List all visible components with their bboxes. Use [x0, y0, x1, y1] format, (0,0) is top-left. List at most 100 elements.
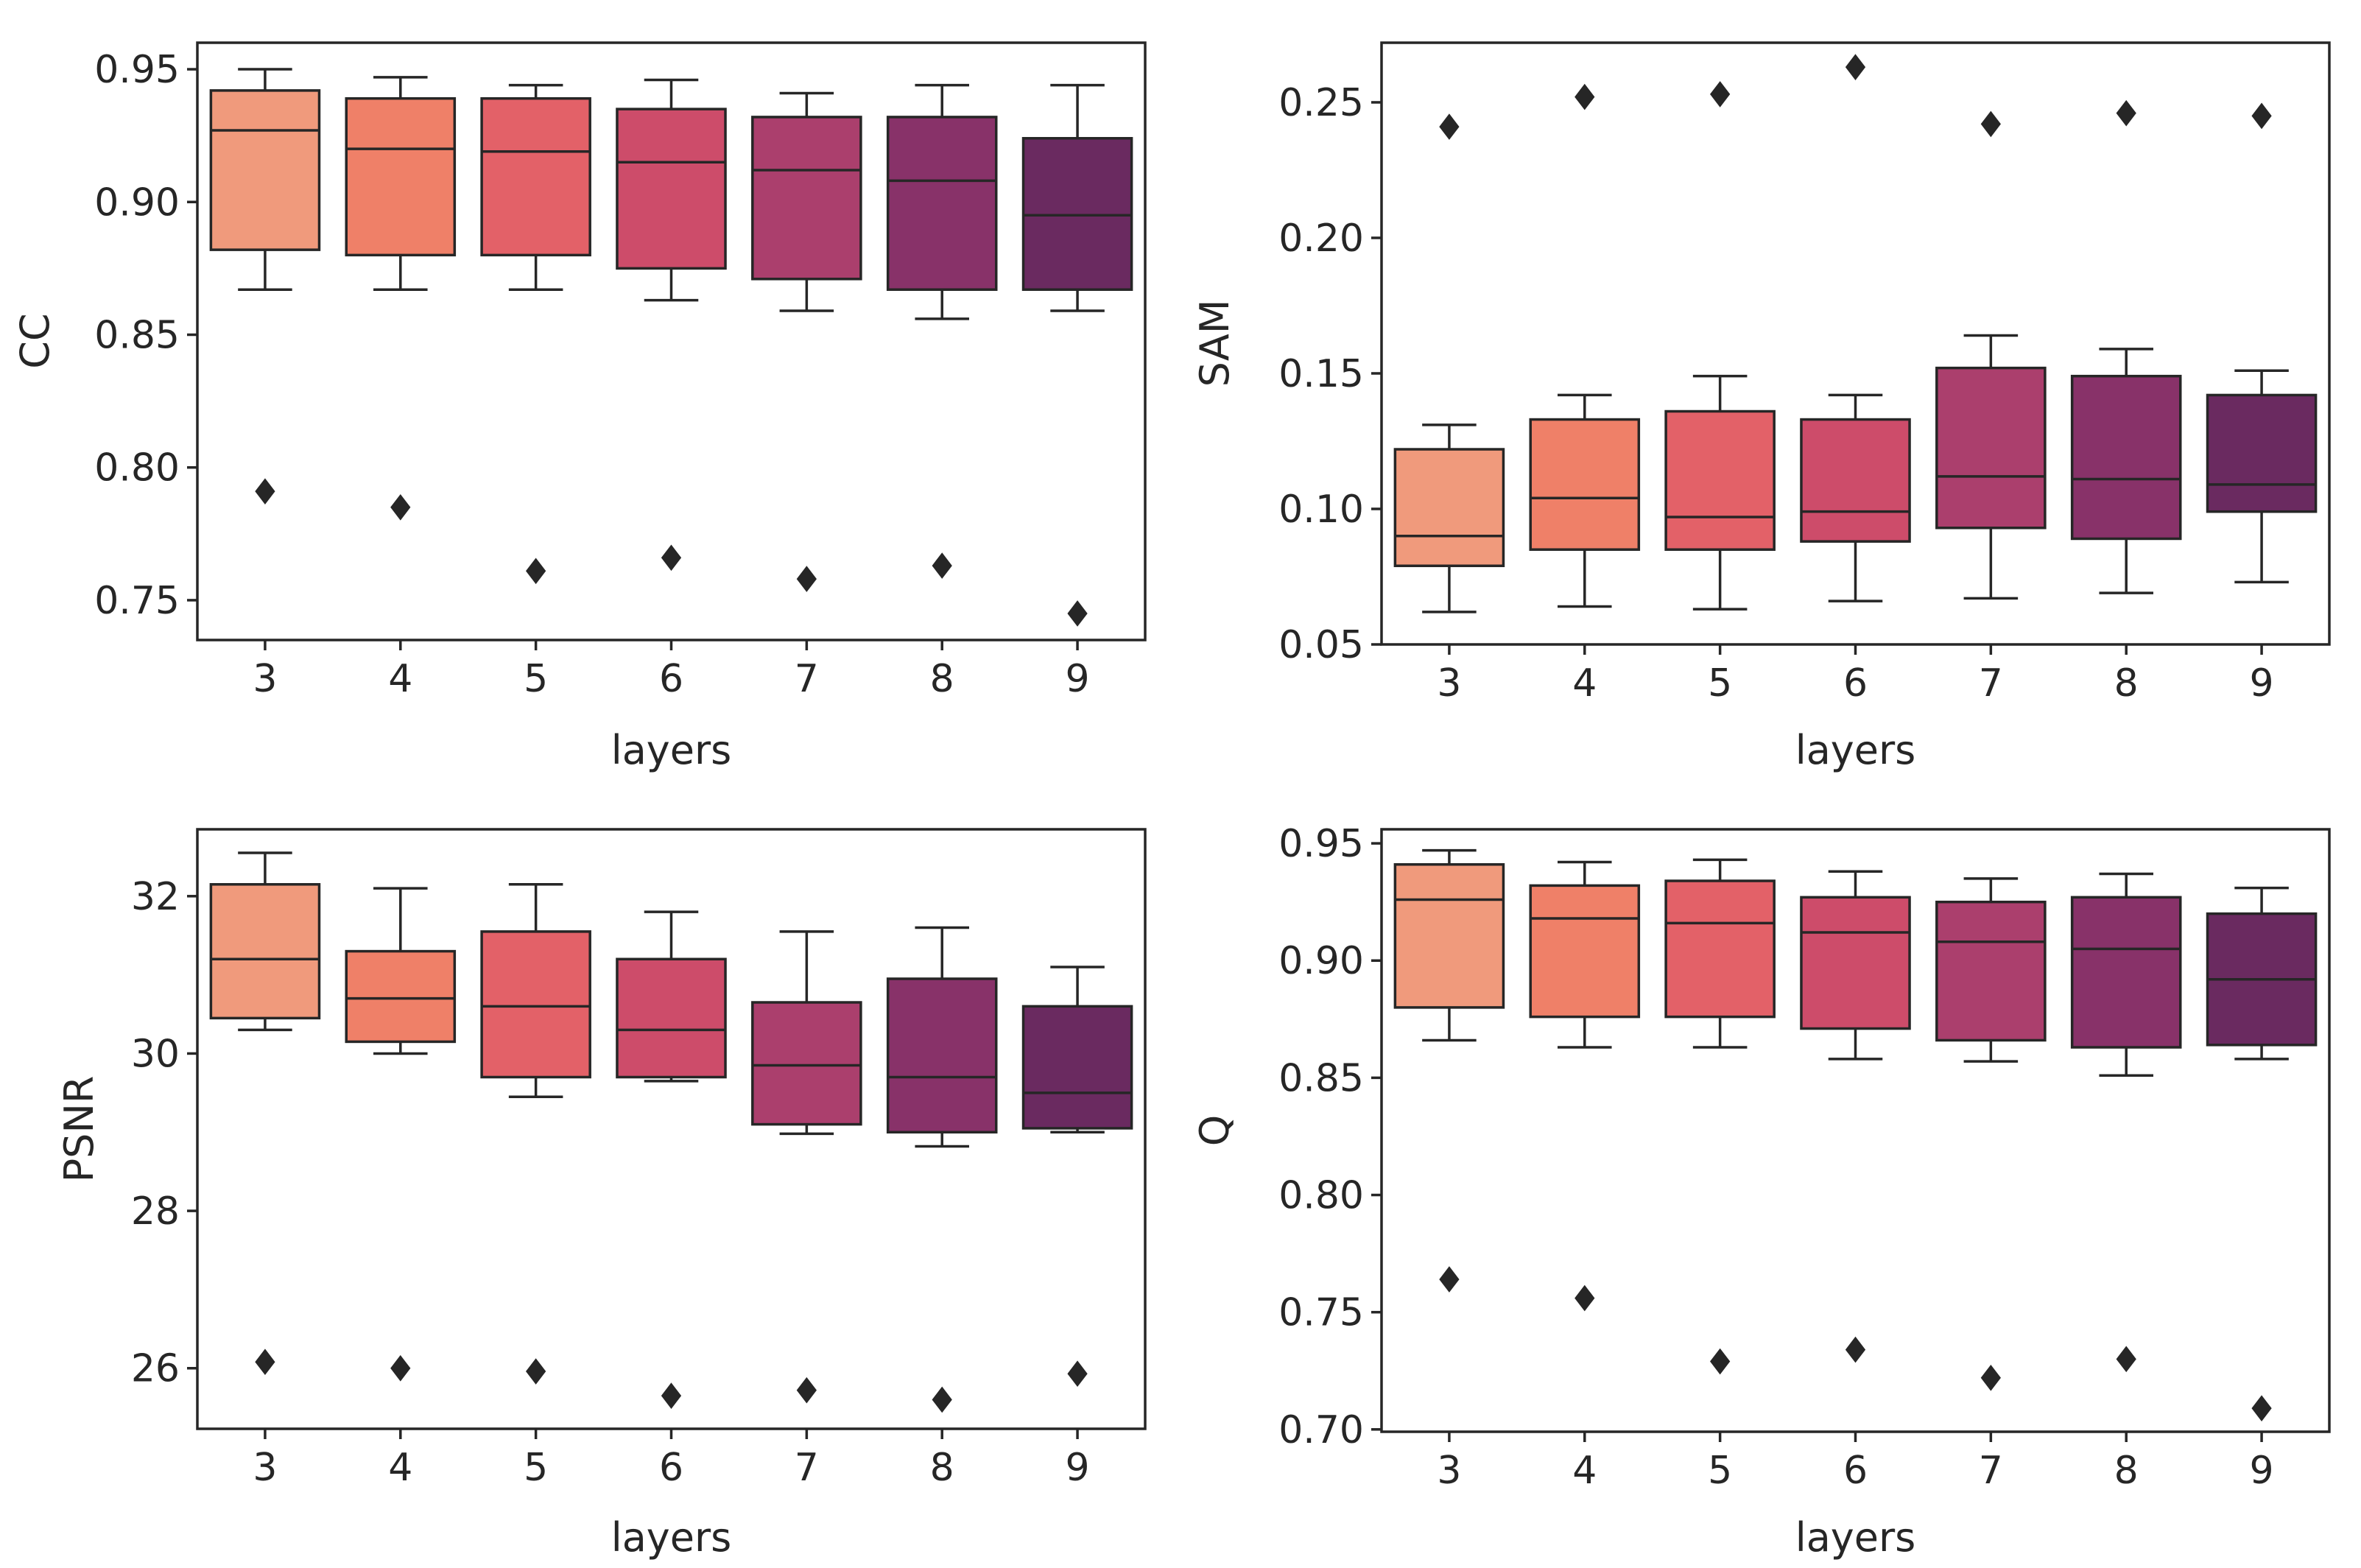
- box-group-q-3: [1393, 848, 1505, 1293]
- xtick-label-cc: 4: [388, 657, 412, 701]
- ytick-label-cc: 0.95: [94, 48, 180, 92]
- frame-q: [1380, 828, 2331, 1433]
- box: [1935, 366, 2047, 530]
- xtick-label-sam: 4: [1572, 661, 1597, 706]
- box: [1529, 884, 1641, 1019]
- ylabel-psnr: PSNR: [56, 1076, 102, 1183]
- panel-sam: 0.05 0.10 0.15 0.20 0.25 3 4 5 6 7 8 9 layers SAM: [1192, 41, 2331, 773]
- box-group-cc-4: [345, 76, 457, 521]
- xtick-label-psnr: 9: [1066, 1446, 1090, 1490]
- xtick-label-q: 6: [1843, 1449, 1868, 1493]
- ytick-label-sam: 0.15: [1278, 352, 1364, 396]
- frame-cc: [196, 41, 1147, 641]
- outlier-marker: [661, 544, 682, 572]
- xtick-label-psnr: 3: [253, 1446, 277, 1490]
- xlabel-q: layers: [1795, 1514, 1916, 1561]
- box-group-cc-7: [751, 91, 862, 592]
- xtick-label-q: 5: [1708, 1449, 1732, 1493]
- outlier-marker: [390, 493, 411, 521]
- xtick-label-psnr: 8: [930, 1446, 954, 1490]
- box: [616, 108, 727, 270]
- ytick-label-psnr: 28: [131, 1189, 180, 1234]
- box: [1664, 879, 1776, 1019]
- ytick-label-sam: 0.10: [1278, 488, 1364, 532]
- box: [2070, 896, 2182, 1049]
- box: [751, 1001, 862, 1126]
- box: [886, 116, 998, 291]
- outlier-marker: [796, 566, 817, 592]
- marks-q: [1393, 848, 2318, 1421]
- box-group-psnr-7: [751, 930, 862, 1404]
- box-group-psnr-6: [616, 910, 727, 1409]
- frame-sam: [1380, 41, 2331, 646]
- xtick-label-psnr: 5: [524, 1446, 548, 1490]
- outlier-marker: [1845, 1336, 1866, 1363]
- box-group-sam-5: [1664, 81, 1776, 611]
- outlier-marker: [2251, 102, 2272, 130]
- box-group-q-4: [1529, 860, 1641, 1312]
- ytick-label-psnr: 32: [131, 875, 180, 919]
- panel-cc: 0.75 0.80 0.85 0.90 0.95 3 4 5 6 7 8 9 layers CC: [12, 41, 1147, 773]
- xlabel-sam: layers: [1795, 727, 1916, 773]
- xtick-label-cc: 8: [930, 657, 954, 701]
- marks-cc: [209, 68, 1133, 627]
- outlier-marker: [1574, 1284, 1595, 1312]
- xtick-label-cc: 5: [524, 657, 548, 701]
- xtick-label-q: 3: [1437, 1449, 1461, 1493]
- xtick-label-psnr: 4: [388, 1446, 412, 1490]
- box: [1393, 862, 1505, 1009]
- outlier-marker: [932, 552, 952, 579]
- box-group-sam-3: [1393, 113, 1505, 614]
- xtick-label-cc: 3: [253, 657, 277, 701]
- box-group-cc-9: [1021, 83, 1133, 627]
- box: [616, 957, 727, 1079]
- outlier-marker: [1067, 600, 1088, 627]
- box: [345, 96, 457, 257]
- box-group-psnr-8: [886, 926, 998, 1413]
- box: [480, 930, 591, 1079]
- outlier-marker: [390, 1354, 411, 1382]
- ytick-label-sam: 0.25: [1278, 81, 1364, 125]
- box-group-psnr-4: [345, 887, 457, 1382]
- outlier-marker: [1980, 1364, 2001, 1391]
- ytick-label-q: 0.90: [1278, 939, 1364, 983]
- xtick-label-sam: 7: [1979, 661, 2003, 706]
- ytick-label-cc: 0.75: [94, 579, 180, 623]
- xtick-label-cc: 9: [1066, 657, 1090, 701]
- xtick-label-psnr: 6: [659, 1446, 683, 1490]
- outlier-marker: [255, 1349, 275, 1376]
- xlabel-cc: layers: [611, 727, 732, 773]
- box-group-sam-4: [1529, 83, 1641, 608]
- xlabel-psnr: layers: [611, 1514, 732, 1561]
- ytick-label-q: 0.85: [1278, 1056, 1364, 1100]
- box: [751, 116, 862, 281]
- box-group-psnr-9: [1021, 966, 1133, 1388]
- box: [886, 977, 998, 1134]
- box-group-cc-6: [616, 78, 727, 572]
- outlier-marker: [1710, 81, 1731, 108]
- box: [2070, 374, 2182, 541]
- ylabel-sam: SAM: [1192, 300, 1238, 387]
- box-group-q-5: [1664, 858, 1776, 1375]
- outlier-marker: [526, 1358, 546, 1385]
- ytick-label-q: 0.80: [1278, 1174, 1364, 1218]
- box: [2206, 393, 2318, 513]
- box-group-sam-7: [1935, 110, 2047, 600]
- frame-psnr: [196, 828, 1147, 1430]
- ytick-label-sam: 0.20: [1278, 217, 1364, 261]
- box-group-sam-6: [1800, 54, 1911, 602]
- ytick-label-cc: 0.80: [94, 446, 180, 491]
- box-group-q-6: [1800, 870, 1911, 1363]
- outlier-marker: [1710, 1348, 1731, 1375]
- outlier-marker: [661, 1382, 682, 1409]
- xtick-label-sam: 8: [2114, 661, 2139, 706]
- box: [1935, 900, 2047, 1042]
- xtick-label-cc: 7: [795, 657, 819, 701]
- box: [209, 89, 321, 251]
- box: [1664, 409, 1776, 551]
- outlier-marker: [2251, 1395, 2272, 1421]
- ytick-label-q: 0.95: [1278, 822, 1364, 866]
- box-group-cc-5: [480, 83, 591, 585]
